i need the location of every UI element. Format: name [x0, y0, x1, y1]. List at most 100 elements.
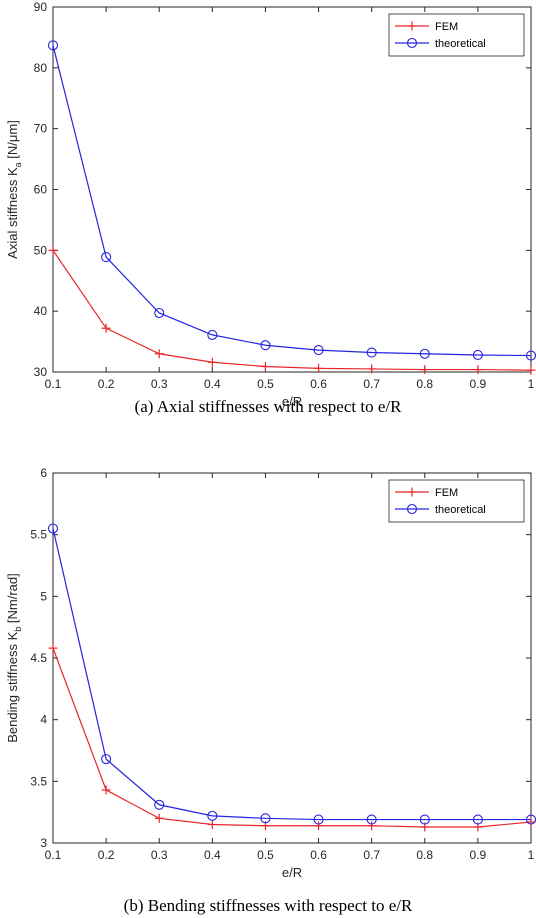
y-tick-label: 4.5 — [30, 651, 47, 665]
data-point — [101, 251, 112, 263]
series-line — [52, 45, 532, 357]
data-point — [314, 363, 324, 373]
x-tick-label: 0.5 — [257, 377, 274, 391]
data-point — [101, 323, 111, 333]
x-tick-label: 0.9 — [470, 377, 487, 391]
x-tick-label: 0.9 — [470, 848, 487, 862]
data-point — [260, 813, 271, 824]
data-point — [420, 365, 430, 375]
legend-box — [388, 479, 525, 523]
x-tick-label: 0.2 — [98, 848, 115, 862]
series-line — [52, 249, 532, 371]
data-point — [419, 348, 430, 359]
legend: FEM theoretical — [388, 13, 525, 57]
y-axis-label-subscript: a — [13, 162, 23, 167]
y-tick-label: 90 — [34, 0, 48, 14]
series-theoretical — [47, 40, 536, 361]
y-tick-label: 70 — [34, 122, 48, 136]
x-tick-label: 0.6 — [310, 377, 327, 391]
x-tick-label: 0.8 — [416, 377, 433, 391]
y-axis-label-unit: [Nm/rad] — [5, 573, 20, 626]
x-tick-label: 0.2 — [98, 377, 115, 391]
legend-marker — [406, 37, 418, 49]
caption-a: (a) Axial stiffnesses with respect to e/… — [134, 397, 402, 416]
x-axis-label: e/R — [282, 865, 302, 880]
legend-marker — [407, 487, 417, 497]
legend-marker — [406, 503, 418, 515]
y-tick-label: 80 — [34, 61, 48, 75]
series-line — [52, 647, 532, 828]
legend: FEM theoretical — [388, 479, 525, 523]
data-point — [367, 364, 377, 374]
data-point — [367, 821, 377, 831]
data-point — [207, 810, 218, 821]
plot-area — [52, 472, 532, 844]
x-tick-label: 0.4 — [204, 848, 221, 862]
data-point — [47, 523, 59, 534]
data-point — [260, 362, 270, 372]
data-point — [366, 347, 377, 358]
data-point — [313, 345, 324, 356]
y-axis-label-subscript: b — [13, 627, 23, 632]
data-point — [48, 245, 58, 255]
y-tick-label: 3 — [40, 836, 47, 850]
data-point — [473, 365, 483, 375]
y-tick-label: 40 — [34, 304, 48, 318]
data-point — [472, 814, 483, 825]
legend-label: theoretical — [435, 38, 486, 50]
y-tick-label: 30 — [34, 365, 48, 379]
data-point — [47, 40, 59, 51]
x-tick-label: 0.3 — [151, 848, 168, 862]
data-point — [101, 754, 112, 765]
data-point — [260, 340, 271, 351]
x-tick-label: 1 — [528, 848, 535, 862]
series-theoretical — [47, 523, 536, 825]
y-tick-label: 5.5 — [30, 528, 47, 542]
x-tick-label: 0.6 — [310, 848, 327, 862]
data-point — [154, 349, 164, 359]
y-tick-label: 5 — [40, 589, 47, 603]
x-tick-label: 0.3 — [151, 377, 168, 391]
y-axis-label-main: Bending stiffness K — [5, 631, 20, 742]
y-tick-label: 60 — [34, 183, 48, 197]
data-point — [154, 813, 164, 823]
data-point — [101, 785, 111, 795]
y-axis-label-main: Axial stiffness K — [5, 167, 20, 259]
legend-label: theoretical — [435, 504, 486, 516]
y-tick-label: 6 — [40, 466, 47, 480]
plot-area — [52, 6, 532, 373]
data-point — [526, 365, 536, 375]
x-tick-label: 0.4 — [204, 377, 221, 391]
legend-marker — [407, 21, 417, 31]
x-axis-label: e/R — [282, 394, 302, 409]
y-axis-label: Axial stiffness Ka [N/μm] — [5, 120, 23, 259]
x-tick-label: 0.1 — [45, 377, 62, 391]
data-point — [366, 814, 377, 825]
y-tick-label: 50 — [34, 243, 48, 257]
x-tick-label: 0.7 — [363, 377, 380, 391]
caption-b: (b) Bending stiffnesses with respect to … — [123, 896, 413, 915]
legend-label: FEM — [435, 21, 458, 33]
data-point — [48, 643, 58, 653]
x-tick-label: 0.5 — [257, 848, 274, 862]
chart-1: 0.1 0.2 0.3 0.4 0.5 0.6 0.7 0.8 0.9 1 3 3.5 4 4.5 5 5.5… — [5, 466, 536, 880]
data-point — [472, 349, 483, 361]
data-point — [314, 821, 324, 831]
y-axis-label-unit: [N/μm] — [5, 120, 20, 162]
data-point — [154, 307, 165, 319]
series-FEM — [48, 245, 536, 375]
x-tick-label: 1 — [528, 377, 535, 391]
data-point — [154, 799, 165, 810]
data-point — [207, 820, 217, 829]
x-tick-label: 0.8 — [416, 848, 433, 862]
data-point — [207, 329, 218, 340]
y-tick-label: 3.5 — [30, 774, 47, 788]
series-line — [52, 528, 531, 821]
legend-box — [388, 13, 525, 57]
data-point — [313, 814, 324, 825]
x-tick-label: 0.1 — [45, 848, 62, 862]
chart-0: 0.1 0.2 0.3 0.4 0.5 0.6 0.7 0.8 0.9 1 30 40 50 60 70 80… — [5, 0, 536, 409]
y-axis-label: Bending stiffness Kb [Nm/rad] — [5, 573, 23, 743]
x-tick-label: 0.7 — [363, 848, 380, 862]
